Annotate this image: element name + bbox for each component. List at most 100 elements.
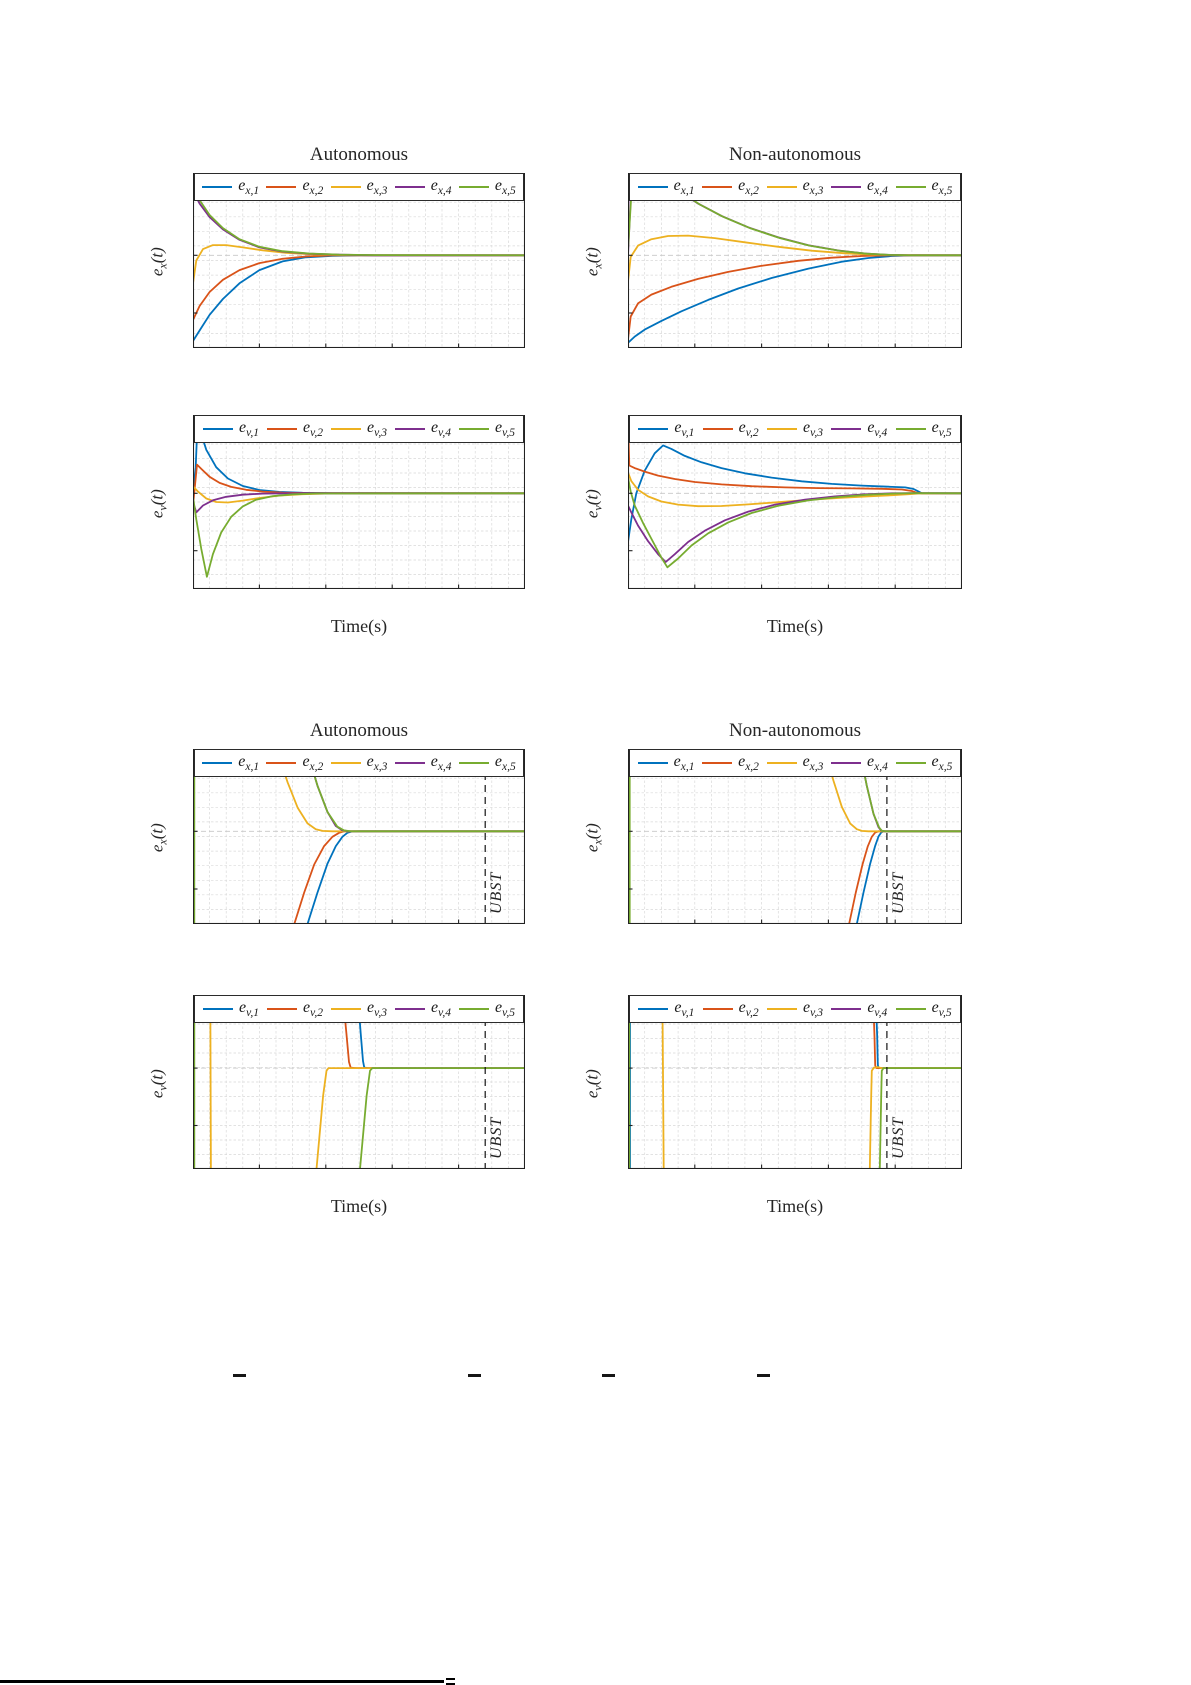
plot-canvas-ev-nonautonomous-2 xyxy=(628,995,962,1169)
legend-label: ex,4 xyxy=(430,176,452,198)
legend-line-swatch xyxy=(266,761,297,765)
legend-line-swatch xyxy=(766,185,797,189)
legend-entry: ev,5 xyxy=(895,419,952,439)
legend-label: ex,2 xyxy=(302,176,324,198)
y-axis-label-ev-nonautonomous-1: ev(t) xyxy=(582,489,605,519)
series-line-e_v,5 xyxy=(628,477,962,569)
legend-line-swatch xyxy=(331,427,361,431)
legend-line-swatch xyxy=(638,1007,669,1011)
legend-ev-nonautonomous-2: ev,1 ev,2 ev,3 ev,4 ev,5 xyxy=(629,995,961,1023)
y-axis-label-ex-nonautonomous-2: ex(t) xyxy=(582,823,605,853)
legend-ev-autonomous-2: ev,1 ev,2 ev,3 ev,4 ev,5 xyxy=(194,995,524,1023)
legend-entry: ex,3 xyxy=(330,752,388,774)
plot-ev-nonautonomous-2: ev,1 ev,2 ev,3 ev,4 ev,5 UBST xyxy=(628,995,962,1169)
legend-line-swatch xyxy=(203,427,233,431)
legend-entry: ev,1 xyxy=(203,419,259,439)
legend-entry: ex,3 xyxy=(330,176,388,198)
legend-entry: ex,4 xyxy=(394,753,452,773)
legend-ex-nonautonomous-2: ex,1 ex,2 ex,3 ex,4 ex,5 xyxy=(629,749,961,777)
legend-line-swatch xyxy=(267,1007,297,1011)
legend-entry: ev,2 xyxy=(702,418,759,440)
series-line-e_v,3 xyxy=(661,995,665,1169)
legend-entry: ex,5 xyxy=(458,176,516,198)
legend-label: ex,1 xyxy=(673,176,695,198)
legend-line-swatch xyxy=(394,761,425,765)
plot-ex-autonomous-2: ex,1 ex,2 ex,3 ex,4 ex,5 UBST xyxy=(193,749,525,924)
series-line-e_v,5 xyxy=(359,1067,525,1169)
legend-label: ex,5 xyxy=(931,176,953,198)
legend-ex-autonomous-1: ex,1 ex,2 ex,3 ex,4 ex,5 xyxy=(194,173,524,201)
legend-entry: ex,5 xyxy=(895,176,953,198)
legend-label: ev,5 xyxy=(495,418,515,440)
chart-title-autonomous-top: Autonomous xyxy=(309,144,409,165)
legend-line-swatch xyxy=(895,427,926,431)
legend-label: ev,1 xyxy=(674,998,695,1020)
legend-line-swatch xyxy=(394,185,425,189)
legend-entry: ev,3 xyxy=(331,999,387,1019)
grid-lines xyxy=(193,749,525,924)
legend-line-swatch xyxy=(330,185,361,189)
legend-line-swatch xyxy=(202,185,233,189)
legend-entry: ex,4 xyxy=(831,177,888,197)
legend-line-swatch xyxy=(330,761,361,765)
legend-label: ev,3 xyxy=(802,998,823,1020)
legend-entry: ex,5 xyxy=(895,752,953,774)
legend-label: ev,1 xyxy=(239,418,259,440)
grid-lines xyxy=(628,749,962,924)
series-line-e_x,1 xyxy=(628,254,962,344)
legend-label: ev,4 xyxy=(867,998,888,1020)
grid-lines xyxy=(193,173,525,348)
legend-label: ex,5 xyxy=(931,752,953,774)
legend-label: ev,5 xyxy=(495,998,515,1020)
y-axis-label-ev-autonomous-2: ev(t) xyxy=(147,1069,170,1099)
legend-label: ev,4 xyxy=(867,418,888,440)
legend-entry: ev,2 xyxy=(267,419,323,439)
ubst-annotation-label: UBST xyxy=(889,871,907,914)
chart-title-autonomous-bottom: Autonomous xyxy=(309,720,409,741)
y-axis-label-ex-nonautonomous-1: ex(t) xyxy=(582,247,605,277)
plot-canvas-ev-autonomous-1 xyxy=(193,415,525,589)
legend-entry: ex,2 xyxy=(702,753,759,773)
legend-line-swatch xyxy=(766,427,797,431)
legend-entry: ev,5 xyxy=(895,998,952,1020)
legend-label: ex,2 xyxy=(302,752,324,774)
plot-ex-nonautonomous-2: ex,1 ex,2 ex,3 ex,4 ex,5 UBST xyxy=(628,749,962,924)
legend-label: ev,2 xyxy=(738,418,759,440)
legend-line-swatch xyxy=(458,185,489,189)
legend-label: ex,3 xyxy=(366,176,388,198)
legend-label: ex,1 xyxy=(238,176,260,198)
legend-label: ex,1 xyxy=(673,752,695,774)
legend-entry: ex,5 xyxy=(458,753,516,773)
plot-ev-nonautonomous-1: ev,1 ev,2 ev,3 ev,4 ev,5 xyxy=(628,415,962,589)
legend-entry: ev,5 xyxy=(459,419,515,439)
legend-label: ex,5 xyxy=(494,176,516,198)
plot-ex-nonautonomous-1: ex,1 ex,2 ex,3 ex,4 ex,5 xyxy=(628,173,962,348)
legend-entry: ex,4 xyxy=(831,753,888,773)
plot-ex-autonomous-1: ex,1 ex,2 ex,3 ex,4 ex,5 xyxy=(193,173,525,348)
series-line-e_x,1 xyxy=(855,830,962,924)
legend-entry: ev,1 xyxy=(638,419,694,439)
series-line-e_x,2 xyxy=(193,254,525,321)
x-axis-label-group2-left: Time(s) xyxy=(330,1196,388,1216)
legend-label: ex,3 xyxy=(366,752,388,774)
legend-line-swatch xyxy=(766,761,797,765)
legend-line-swatch xyxy=(702,1007,733,1011)
legend-label: ev,2 xyxy=(303,418,323,440)
series-line-e_v,1 xyxy=(628,444,962,543)
ubst-annotation-label: UBST xyxy=(488,871,506,914)
legend-ex-nonautonomous-1: ex,1 ex,2 ex,3 ex,4 ex,5 xyxy=(629,173,961,201)
grid-lines xyxy=(628,995,962,1169)
legend-entry: ev,4 xyxy=(831,419,887,439)
stray-dash-mark xyxy=(602,1374,615,1377)
legend-label: ev,2 xyxy=(303,998,323,1020)
ubst-annotation-label: UBST xyxy=(889,1116,907,1159)
legend-label: ev,5 xyxy=(931,998,952,1020)
legend-label: ev,3 xyxy=(802,418,823,440)
legend-entry: ev,4 xyxy=(395,999,451,1019)
legend-entry: ex,3 xyxy=(766,177,823,197)
stray-dash-mark xyxy=(468,1374,481,1377)
legend-line-swatch xyxy=(395,1007,425,1011)
legend-entry: ev,3 xyxy=(766,418,823,440)
legend-line-swatch xyxy=(702,427,733,431)
legend-entry: ev,1 xyxy=(638,999,694,1019)
